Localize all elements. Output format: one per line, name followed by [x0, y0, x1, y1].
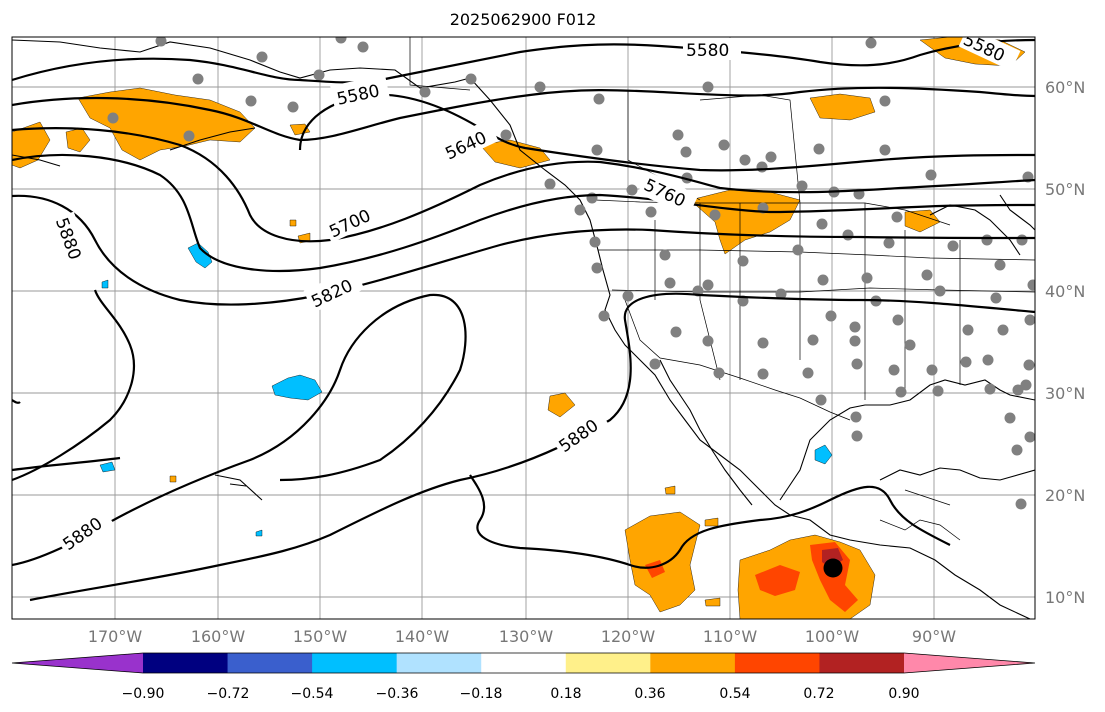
coastlines [12, 39, 1035, 619]
colorbar-label: −0.18 [460, 686, 503, 702]
political-borders [409, 37, 1035, 541]
colorbar-label: 0.36 [634, 686, 665, 702]
station-dots [107, 37, 1035, 510]
storm-center-dot [823, 558, 843, 578]
lat-label: 60°N [1045, 78, 1085, 97]
colorbar-label: −0.36 [376, 686, 419, 702]
lon-label: 110°W [703, 627, 758, 646]
latitude-labels: 60°N 50°N 40°N 30°N 20°N 10°N [1045, 78, 1085, 607]
height-contours [12, 38, 1035, 602]
longitude-labels: 170°W 160°W 150°W 140°W 130°W 120°W 110°… [88, 627, 956, 646]
colorbar-segments [11, 652, 1036, 674]
colorbar-segment [481, 653, 567, 673]
colorbar-label: −0.54 [291, 686, 334, 702]
lat-label: 10°N [1045, 588, 1085, 607]
lat-label: 20°N [1045, 486, 1085, 505]
colorbar-segment [227, 653, 313, 673]
colorbar-outline [11, 652, 1036, 674]
colorbar-label: 0.18 [550, 686, 581, 702]
colorbar-label: 0.54 [719, 686, 750, 702]
contour-label: 5580 [686, 41, 729, 61]
colorbar-segment [565, 653, 651, 673]
colorbar: −0.90 −0.72 −0.54 −0.36 −0.18 0.18 0.36 … [11, 652, 1036, 702]
graticule [12, 37, 1035, 619]
colorbar-label: 0.72 [803, 686, 834, 702]
lon-label: 140°W [395, 627, 450, 646]
lon-label: 170°W [88, 627, 143, 646]
lon-label: 130°W [499, 627, 554, 646]
anomaly-fill-lightblue [99, 242, 833, 537]
colorbar-extension-max [904, 653, 1035, 673]
lon-label: 90°W [912, 627, 956, 646]
colorbar-segment [819, 653, 905, 673]
colorbar-label: −0.72 [207, 686, 250, 702]
lon-label: 160°W [191, 627, 246, 646]
colorbar-label: 0.90 [888, 686, 919, 702]
lon-label: 150°W [293, 627, 348, 646]
map-title: 2025062900 F012 [449, 10, 597, 29]
lat-label: 50°N [1045, 180, 1085, 199]
colorbar-segment [396, 653, 482, 673]
colorbar-segment [312, 653, 398, 673]
lat-label: 30°N [1045, 384, 1085, 403]
lon-label: 100°W [805, 627, 860, 646]
colorbar-label: −0.90 [122, 686, 165, 702]
lon-label: 120°W [601, 627, 656, 646]
map-frame [11, 36, 1036, 620]
colorbar-extension-min [12, 653, 143, 673]
colorbar-tick-labels: −0.90 −0.72 −0.54 −0.36 −0.18 0.18 0.36 … [122, 686, 920, 702]
colorbar-segment [650, 653, 736, 673]
colorbar-segment [143, 653, 229, 673]
colorbar-segment [734, 653, 820, 673]
lat-label: 40°N [1045, 282, 1085, 301]
